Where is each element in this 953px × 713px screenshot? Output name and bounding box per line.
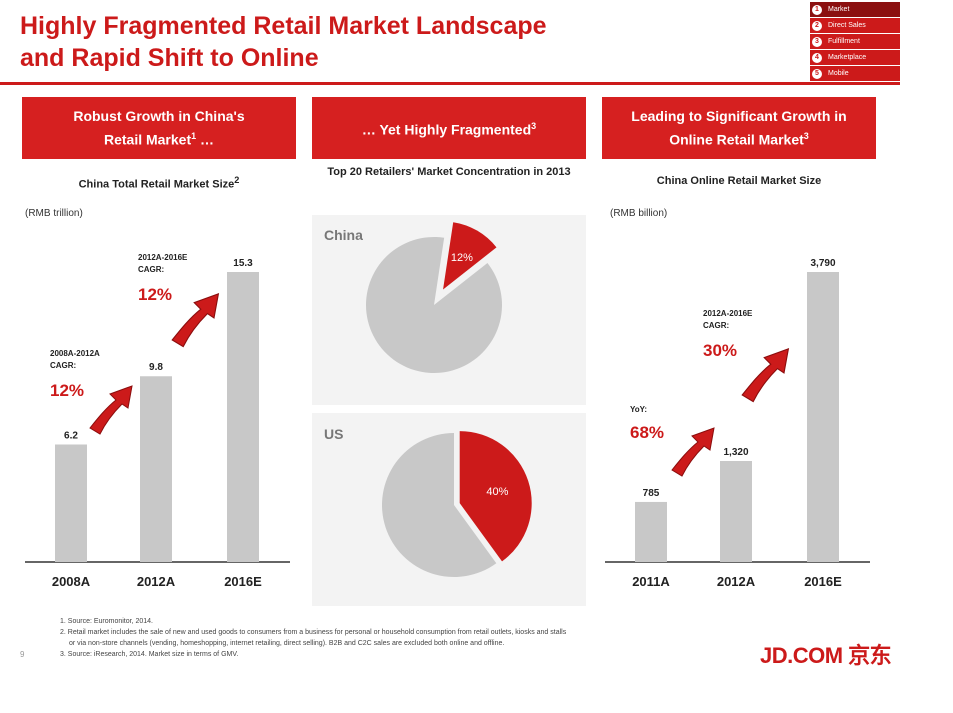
bar-2016E [807,272,839,562]
bar-value-label: 6.2 [64,430,78,441]
left-chart-unit: (RMB trillion) [25,208,83,219]
bar-value-label: 15.3 [233,258,253,269]
china-pie: 12% [366,222,502,373]
category-label: 2016E [804,574,842,589]
pie-charts: 12% 40% [366,222,532,577]
bar-value-label: 9.8 [149,362,163,373]
header-left-sup: 1 [191,131,197,142]
growth-arrow-icon [671,427,715,477]
nav-item-marketplace[interactable]: 4 Marketplace [810,50,900,65]
middle-chart-title: Top 20 Retailers' Market Concentration i… [327,166,571,178]
title-line-2: and Rapid Shift to Online [20,44,319,72]
nav-number: 2 [812,20,822,31]
header-middle-sup: 3 [531,121,537,132]
pie-slice-label: 12% [451,252,473,264]
nav-item-fulfillment[interactable]: 3 Fulfillment [810,34,900,49]
us-pie-label: US [324,426,344,442]
footnotes: 1. Source: Euromonitor, 2014. 2. Retail … [60,616,760,660]
annotation-label: 2008A-2012A [50,349,100,358]
header-right-sup: 3 [803,131,809,142]
section-nav: 1 Market 2 Direct Sales 3 Fulfillment 4 Marketp… [810,2,900,82]
page-title: Highly Fragmented Retail Market Landscap… [20,10,660,74]
header-left-suffix: … [196,131,215,148]
nav-number: 5 [812,68,822,79]
left-chart-title-sup: 2 [234,175,240,185]
bar-value-label: 1,320 [723,447,748,458]
annotation-label: 2012A-2016E [138,253,188,262]
annotation-value: 68% [630,423,664,442]
category-label: 2011A [632,574,670,589]
pie-slice-top20 [459,431,532,562]
us-pie: 40% [382,431,532,577]
growth-arrow-icon [741,347,790,403]
jd-logo: JD.COM 京东 [760,643,892,668]
header-middle-text: … Yet Highly Fragmented [361,121,532,138]
growth-arrow-icon [89,385,133,435]
category-label: 2012A [717,574,756,589]
annotation-value: 12% [50,381,84,400]
nav-item-market[interactable]: 1 Market [810,2,900,17]
right-chart-unit: (RMB billion) [610,208,668,219]
page-number: 9 [20,650,25,659]
china-pie-label: China [324,227,363,243]
nav-label: Direct Sales [828,22,866,29]
nav-label: Market [828,6,850,13]
annotation-label: CAGR: [703,321,729,330]
footnote-2-cont: or via non-store channels (vending, home… [69,640,505,647]
bar-2012A [720,460,752,562]
header-left-text: Robust Growth in China's Retail Market [73,108,245,148]
pie-slice-others [366,237,502,373]
nav-number: 3 [812,36,822,47]
header-right: Leading to Significant Growth in Online … [602,97,876,159]
header-middle: … Yet Highly Fragmented3 [312,97,586,159]
annotation-value: 12% [138,285,172,304]
left-chart-title: China Total Retail Market Size2 [22,175,296,191]
annotation-label: CAGR: [50,361,76,370]
bar-value-label: 785 [643,488,660,499]
pie-slice-label: 40% [486,486,508,498]
category-label: 2012A [137,574,176,589]
bar-value-label: 3,790 [810,258,835,269]
nav-label: Fulfillment [828,38,860,45]
pie-slice-top20 [443,222,497,290]
annotation-label: CAGR: [138,265,164,274]
growth-arrow-icon [171,292,220,348]
header-right-text: Leading to Significant Growth in Online … [631,108,847,148]
category-label: 2016E [224,574,262,589]
right-chart-title: China Online Retail Market Size [656,175,822,187]
right-bar-chart: 785 2011A 1,320 2012A 3,790 2016E YoY: 68% 2012A… [605,258,870,589]
nav-label: Mobile [828,70,849,77]
title-line-1: Highly Fragmented Retail Market Landscap… [20,12,547,40]
nav-number: 1 [812,4,822,15]
header-left: Robust Growth in China's Retail Market1 … [22,97,296,159]
nav-label: Marketplace [828,54,867,61]
bar-2016E [227,272,259,562]
footnote-3: 3. Source: iResearch, 2014. Market size … [60,651,239,658]
title-divider [0,82,900,85]
annotation-value: 30% [703,341,737,360]
left-chart-title-text: China Total Retail Market Size [78,178,235,191]
annotation-label: 2012A-2016E [703,309,753,318]
footnote-2: 2. Retail market includes the sale of ne… [60,629,567,636]
annotation-label: YoY: [630,405,647,414]
nav-item-mobile[interactable]: 5 Mobile [810,66,900,81]
nav-number: 4 [812,52,822,63]
left-bar-chart: 6.2 2008A 9.8 2012A 15.3 2016E 2008A-2012A CAGR… [25,253,290,589]
bar-2011A [635,501,667,562]
footnote-1: 1. Source: Euromonitor, 2014. [60,618,153,625]
bar-2008A [55,444,87,562]
category-label: 2008A [52,574,91,589]
pie-slice-others [382,433,497,577]
nav-item-direct-sales[interactable]: 2 Direct Sales [810,18,900,33]
bar-2012A [140,376,172,562]
